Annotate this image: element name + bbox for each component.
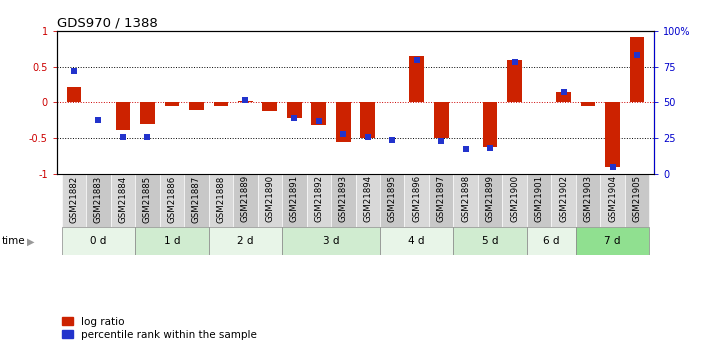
Bar [434,102,449,138]
Text: 5 d: 5 d [482,236,498,246]
Text: GSM21885: GSM21885 [143,175,152,223]
Text: GSM21883: GSM21883 [94,175,103,223]
Text: GSM21896: GSM21896 [412,175,421,223]
Bar [160,174,184,227]
Text: GSM21887: GSM21887 [192,175,201,223]
Bar [86,174,111,227]
Text: GSM21899: GSM21899 [486,175,495,223]
Bar [527,174,551,227]
Text: GSM21900: GSM21900 [510,175,519,223]
Bar [336,102,351,142]
Text: 4 d: 4 d [408,236,425,246]
Text: GSM21901: GSM21901 [535,175,544,223]
Bar [257,174,282,227]
Bar [164,102,179,106]
Bar [581,102,595,106]
Bar [208,227,282,255]
Bar [483,102,498,147]
Bar [527,227,576,255]
Bar [625,174,649,227]
Text: GSM21889: GSM21889 [241,175,250,223]
Text: GSM21898: GSM21898 [461,175,470,223]
Bar [478,174,503,227]
Bar [233,174,257,227]
Bar [282,174,306,227]
Bar [360,102,375,138]
Text: GSM21895: GSM21895 [387,175,397,223]
Bar [116,102,130,129]
Bar [62,174,86,227]
Text: GSM21897: GSM21897 [437,175,446,223]
Text: GSM21903: GSM21903 [584,175,592,223]
Bar [67,87,81,102]
Text: 1 d: 1 d [164,236,180,246]
Text: GSM21886: GSM21886 [167,175,176,223]
Bar [405,174,429,227]
Text: 7 d: 7 d [604,236,621,246]
Text: GSM21884: GSM21884 [119,175,127,223]
Bar [410,56,424,102]
Bar [62,227,135,255]
Bar [140,102,155,124]
Text: ▶: ▶ [27,236,35,246]
Bar [287,102,301,118]
Text: GSM21904: GSM21904 [608,175,617,223]
Text: GSM21888: GSM21888 [216,175,225,223]
Bar [380,174,405,227]
Bar [507,60,522,102]
Bar [503,174,527,227]
Bar [551,174,576,227]
Bar [213,102,228,106]
Bar [135,174,160,227]
Bar [605,102,620,167]
Bar [208,174,233,227]
Bar [630,37,644,102]
Text: GSM21894: GSM21894 [363,175,373,223]
Bar [380,227,454,255]
Bar [331,174,356,227]
Text: 2 d: 2 d [237,236,254,246]
Text: GDS970 / 1388: GDS970 / 1388 [57,17,158,30]
Bar [556,92,571,102]
Bar [306,174,331,227]
Bar [576,174,600,227]
Text: 6 d: 6 d [543,236,560,246]
Bar [111,174,135,227]
Bar [262,102,277,111]
Text: time: time [2,236,26,246]
Text: GSM21905: GSM21905 [633,175,641,223]
Bar [135,227,208,255]
Bar [311,102,326,125]
Text: GSM21893: GSM21893 [338,175,348,223]
Bar [356,174,380,227]
Text: 3 d: 3 d [323,236,339,246]
Bar [184,174,208,227]
Text: GSM21891: GSM21891 [290,175,299,223]
Bar [189,102,204,109]
Bar [576,227,649,255]
Legend: log ratio, percentile rank within the sample: log ratio, percentile rank within the sa… [62,317,257,340]
Bar [454,227,527,255]
Text: GSM21902: GSM21902 [559,175,568,223]
Bar [282,227,380,255]
Text: GSM21882: GSM21882 [70,175,78,223]
Bar [238,101,252,102]
Text: GSM21890: GSM21890 [265,175,274,223]
Bar [429,174,454,227]
Text: 0 d: 0 d [90,236,107,246]
Text: GSM21892: GSM21892 [314,175,324,223]
Bar [454,174,478,227]
Bar [600,174,625,227]
